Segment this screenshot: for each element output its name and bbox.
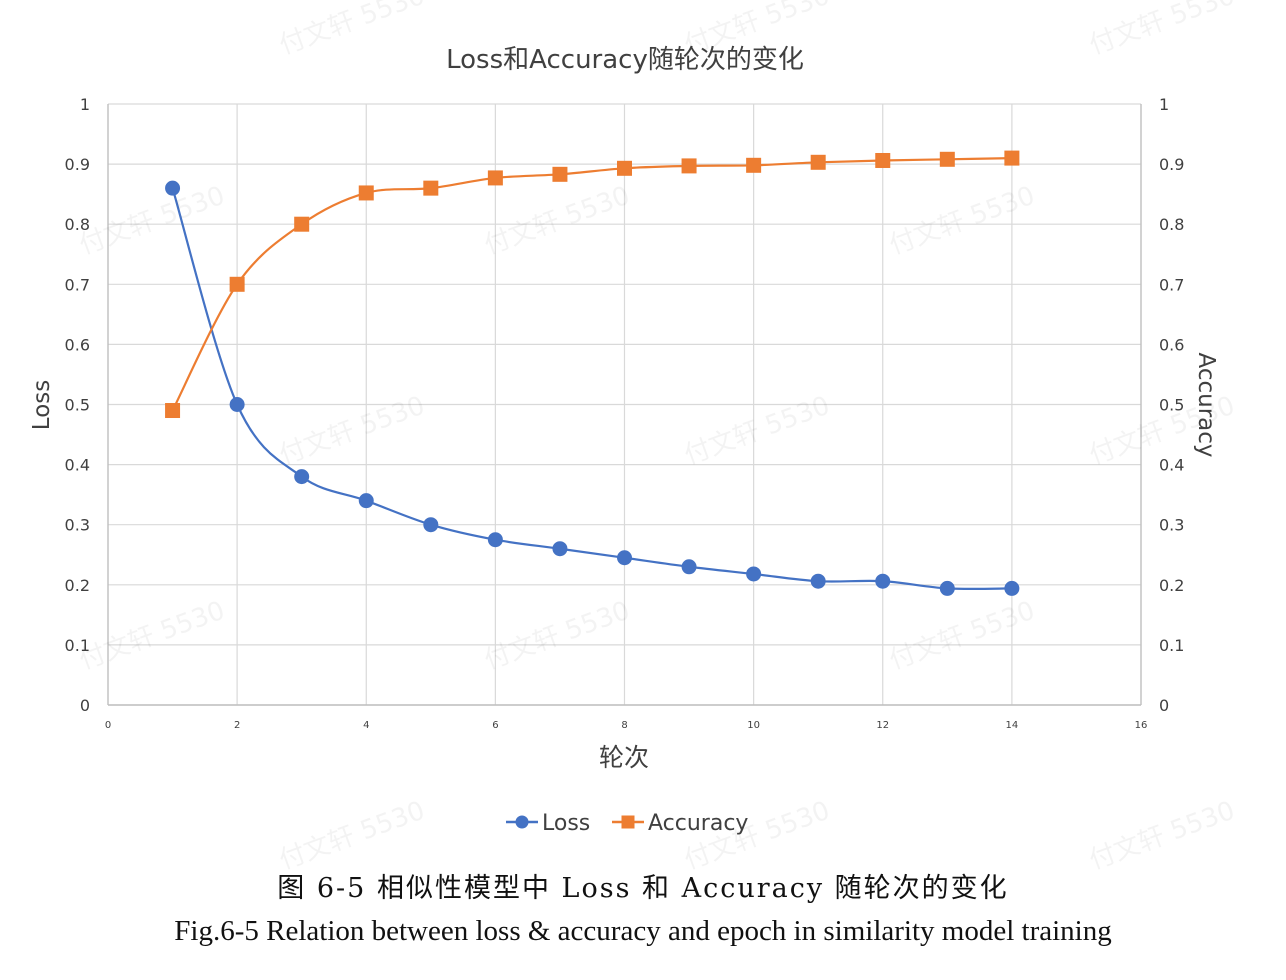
y-tick-label-right-8: 0.8 (1159, 215, 1184, 234)
x-tick-label-4: 8 (621, 720, 627, 731)
data-point-loss-3 (294, 469, 310, 485)
data-point-loss-14 (1004, 580, 1020, 596)
y-tick-label-left-4: 0.4 (65, 456, 90, 475)
series-line-loss (171, 187, 1012, 591)
x-tick-label-1: 2 (234, 720, 240, 731)
y-tick-label-left-5: 0.5 (65, 396, 90, 415)
y-tick-label-right-0: 0 (1159, 696, 1169, 715)
chart-title: Loss和Accuracy随轮次的变化 (446, 45, 804, 75)
x-tick-label-2: 4 (363, 720, 369, 731)
y-tick-label-left-2: 0.2 (65, 576, 90, 595)
y-tick-label-right-10: 1 (1159, 95, 1169, 114)
legend-label-accuracy: Accuracy (648, 811, 748, 836)
x-tick-label-0: 0 (105, 720, 111, 731)
y-tick-label-right-7: 0.7 (1159, 275, 1184, 294)
y-tick-label-right-4: 0.4 (1159, 456, 1184, 475)
y-tick-label-left-6: 0.6 (65, 335, 90, 354)
y-tick-label-right-1: 0.1 (1159, 636, 1184, 655)
chart-area: 0 0 0.1 0.1 0.2 0.2 0.3 0.3 0.4 0.4 0.5 0.5 0.6 0.6 0.… (29, 45, 1219, 836)
labels: 0 0 0.1 0.1 0.2 0.2 0.3 0.3 0.4 0.4 0.5 0.5 0.6 0.6 0.… (29, 45, 1219, 772)
figure-caption-chinese: 图 6-5 相似性模型中 Loss 和 Accuracy 随轮次的变化 (277, 873, 1009, 904)
data-point-loss-12 (875, 573, 891, 589)
data-point-accuracy-13 (939, 151, 955, 167)
y-tick-label-right-2: 0.2 (1159, 576, 1184, 595)
data-point-accuracy-12 (875, 152, 891, 168)
data-point-accuracy-9 (681, 158, 697, 174)
data-point-loss-2 (229, 397, 245, 412)
grid (108, 103, 1141, 706)
x-axis-label: 轮次 (599, 743, 649, 772)
data-point-loss-10 (746, 566, 762, 582)
x-tick-label-8: 16 (1135, 720, 1148, 731)
y-tick-label-left-8: 0.8 (65, 215, 90, 234)
data-point-accuracy-2 (229, 276, 245, 292)
data-point-loss-13 (939, 580, 955, 596)
y-axis-label-left: Loss (29, 380, 55, 430)
x-tick-label-5: 10 (747, 720, 760, 731)
data-point-loss-5 (423, 517, 439, 533)
data-point-accuracy-11 (810, 154, 826, 170)
axes (107, 104, 1142, 706)
data-point-accuracy-6 (487, 170, 503, 186)
series (165, 150, 1020, 596)
x-tick-label-6: 12 (876, 720, 889, 731)
data-point-accuracy-5 (423, 180, 439, 196)
figure-caption-english: Fig.6-5 Relation between loss & accuracy… (174, 915, 1112, 947)
data-point-loss-9 (681, 559, 697, 575)
data-point-loss-7 (552, 541, 568, 557)
x-tick-label-3: 6 (492, 720, 498, 731)
data-point-accuracy-7 (552, 166, 568, 182)
y-tick-label-left-3: 0.3 (65, 516, 90, 535)
x-tick-label-7: 14 (1006, 720, 1019, 731)
data-point-accuracy-10 (746, 157, 762, 173)
legend: Loss Accuracy (506, 811, 748, 836)
legend-label-loss: Loss (542, 811, 590, 836)
y-tick-label-left-7: 0.7 (65, 275, 90, 294)
y-tick-label-left-1: 0.1 (65, 636, 90, 655)
legend-marker-accuracy (621, 815, 635, 829)
data-point-loss-1 (165, 180, 181, 196)
y-tick-label-right-6: 0.6 (1159, 335, 1184, 354)
data-point-loss-4 (358, 493, 374, 509)
data-point-loss-8 (617, 550, 632, 566)
y-tick-label-left-9: 0.9 (65, 155, 90, 174)
data-point-loss-11 (810, 573, 826, 589)
y-tick-label-left-0: 0 (80, 696, 90, 715)
y-tick-label-left-10: 1 (80, 95, 90, 114)
data-point-accuracy-8 (617, 160, 632, 176)
data-point-accuracy-3 (294, 216, 310, 232)
y-tick-label-right-5: 0.5 (1159, 396, 1184, 415)
data-point-accuracy-1 (165, 403, 181, 419)
data-point-loss-6 (487, 532, 503, 548)
data-point-accuracy-14 (1004, 150, 1020, 166)
legend-marker-loss (515, 815, 529, 829)
y-tick-label-right-9: 0.9 (1159, 155, 1184, 174)
y-axis-label-right: Accuracy (1193, 352, 1219, 457)
y-tick-label-right-3: 0.3 (1159, 516, 1184, 535)
data-point-accuracy-4 (358, 185, 374, 201)
